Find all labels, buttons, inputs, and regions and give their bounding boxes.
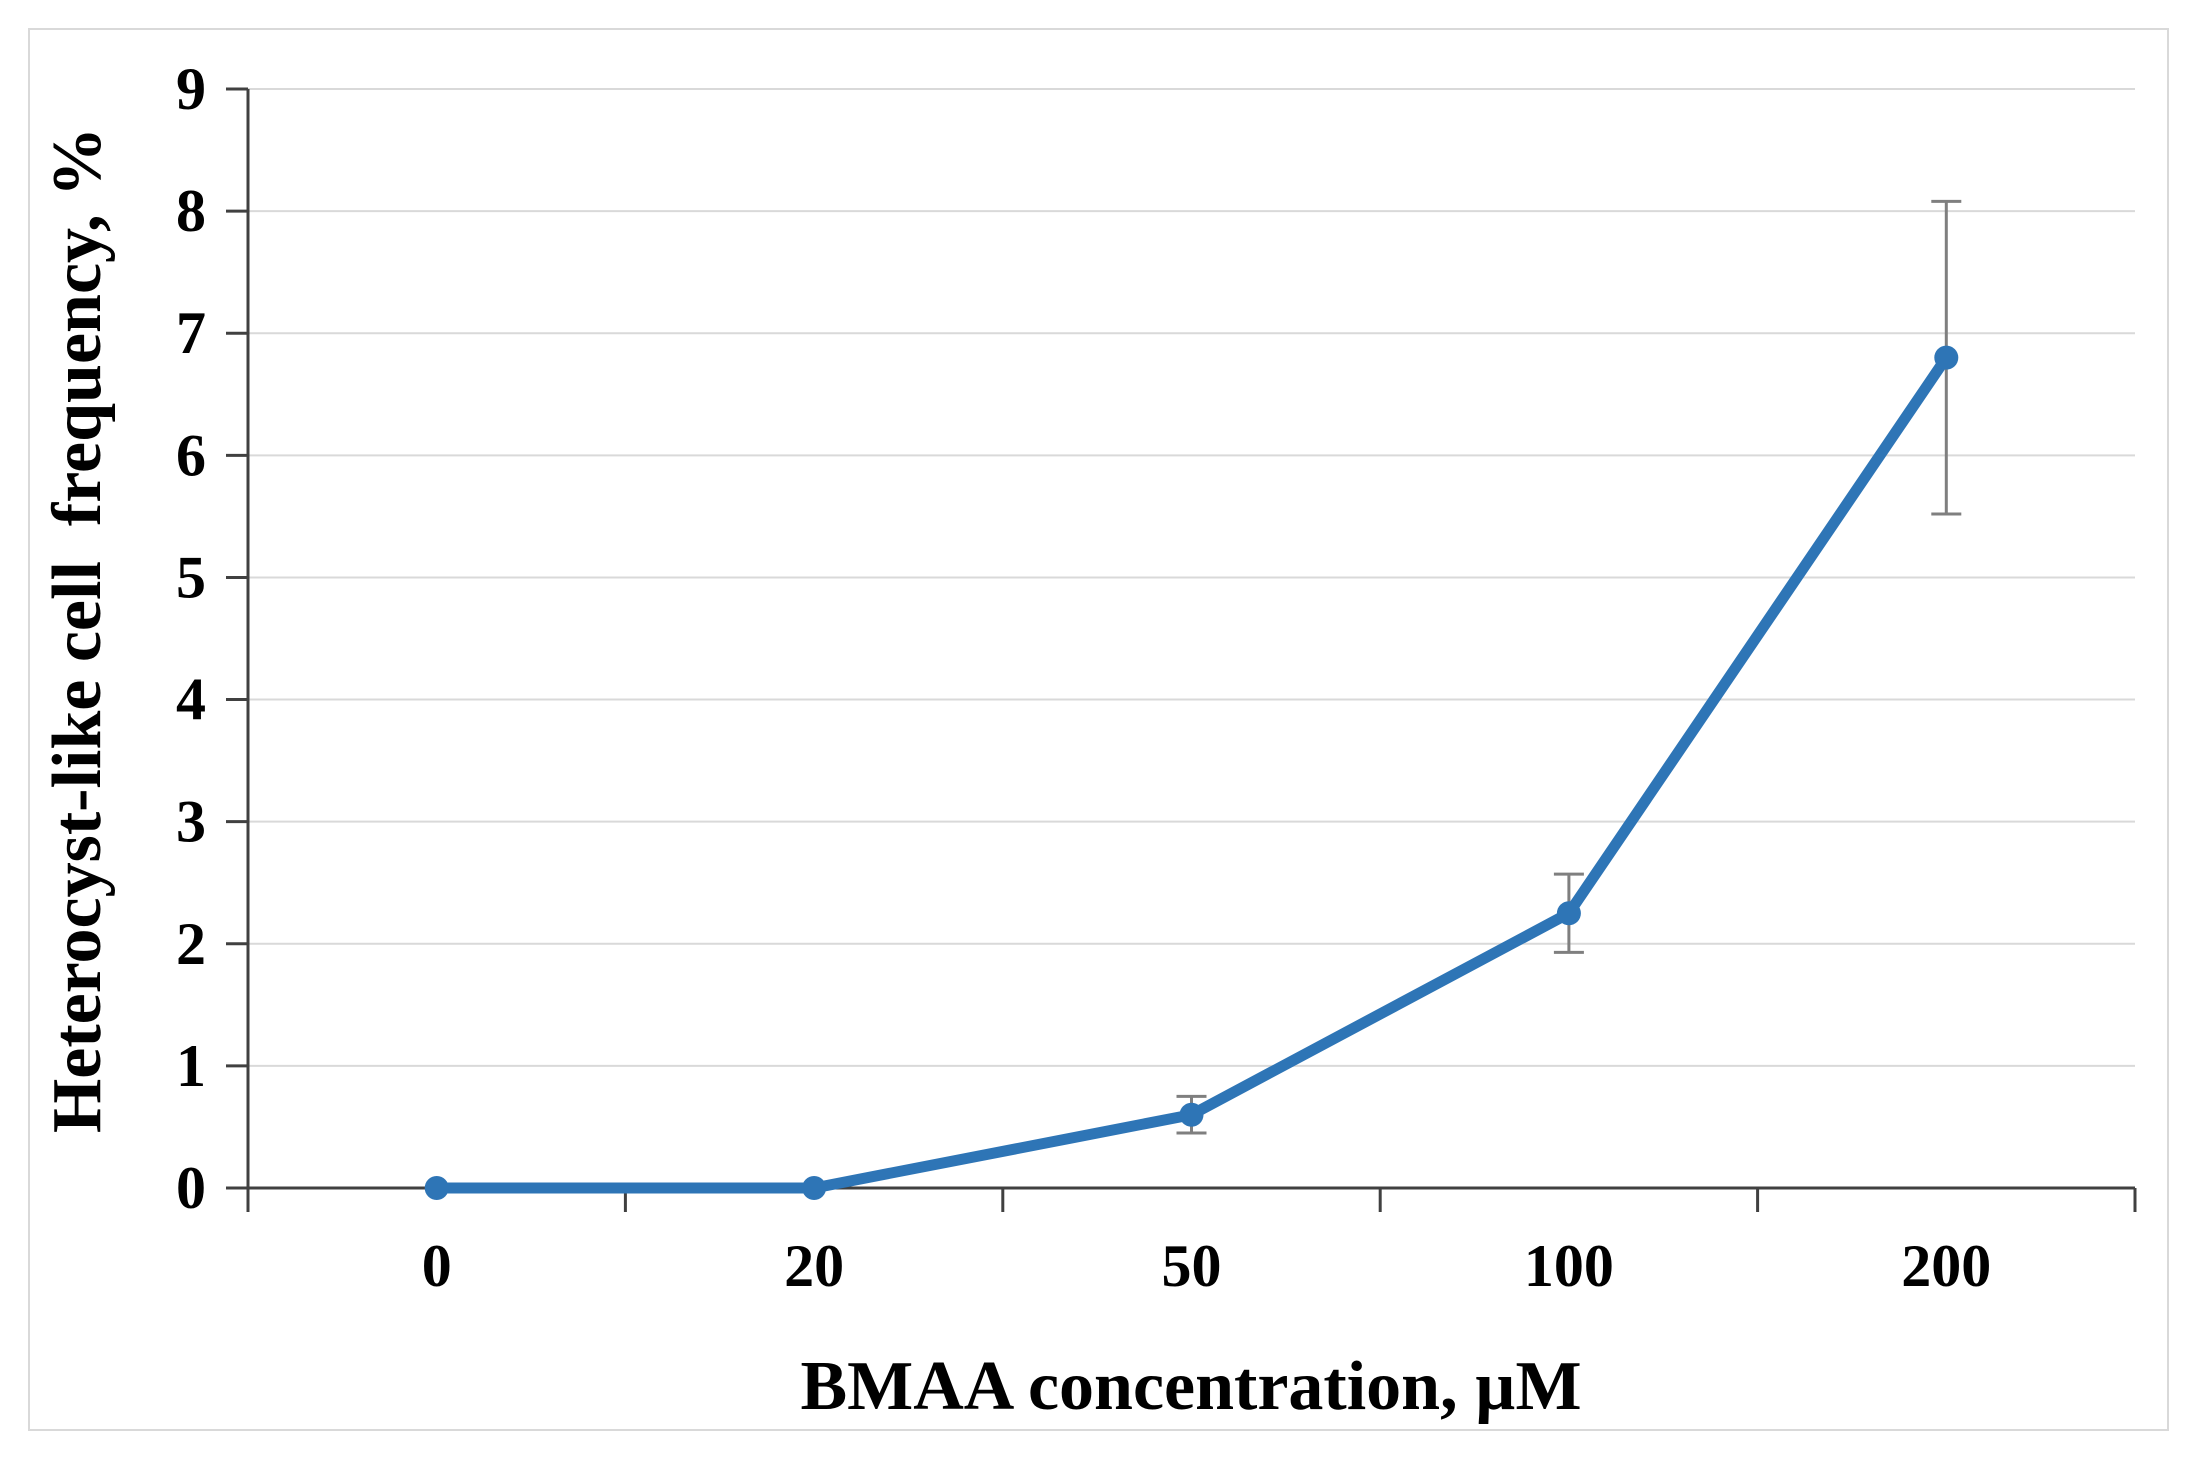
x-axis-title: BMAA concentration, µM [800, 1348, 1582, 1425]
data-point-marker [1556, 901, 1581, 926]
y-tick-label: 7 [176, 300, 206, 366]
x-tick-label: 20 [784, 1233, 844, 1299]
data-line [431, 352, 1952, 1194]
x-tick-label: 50 [1162, 1233, 1222, 1299]
y-tick-label: 5 [176, 544, 206, 610]
data-point-marker [424, 1176, 449, 1200]
y-tick-label: 3 [176, 789, 206, 855]
x-tick-label: 100 [1524, 1233, 1614, 1299]
y-tick-label: 2 [176, 911, 206, 977]
data-point-marker [1934, 345, 1959, 370]
y-tick-label: 6 [176, 422, 206, 488]
x-tick-label: 0 [422, 1233, 452, 1299]
data-point-marker [802, 1176, 827, 1200]
y-tick-label: 0 [176, 1155, 206, 1221]
y-tick-label: 9 [176, 56, 206, 122]
y-tick-label: 1 [176, 1033, 206, 1099]
y-tick-label: 4 [176, 667, 206, 733]
x-tick-label: 200 [1901, 1233, 1991, 1299]
y-axis-title: Heterocyst-like cell frequency, % [39, 126, 116, 1134]
y-tick-label: 8 [176, 178, 206, 244]
data-point-marker [1179, 1102, 1204, 1127]
